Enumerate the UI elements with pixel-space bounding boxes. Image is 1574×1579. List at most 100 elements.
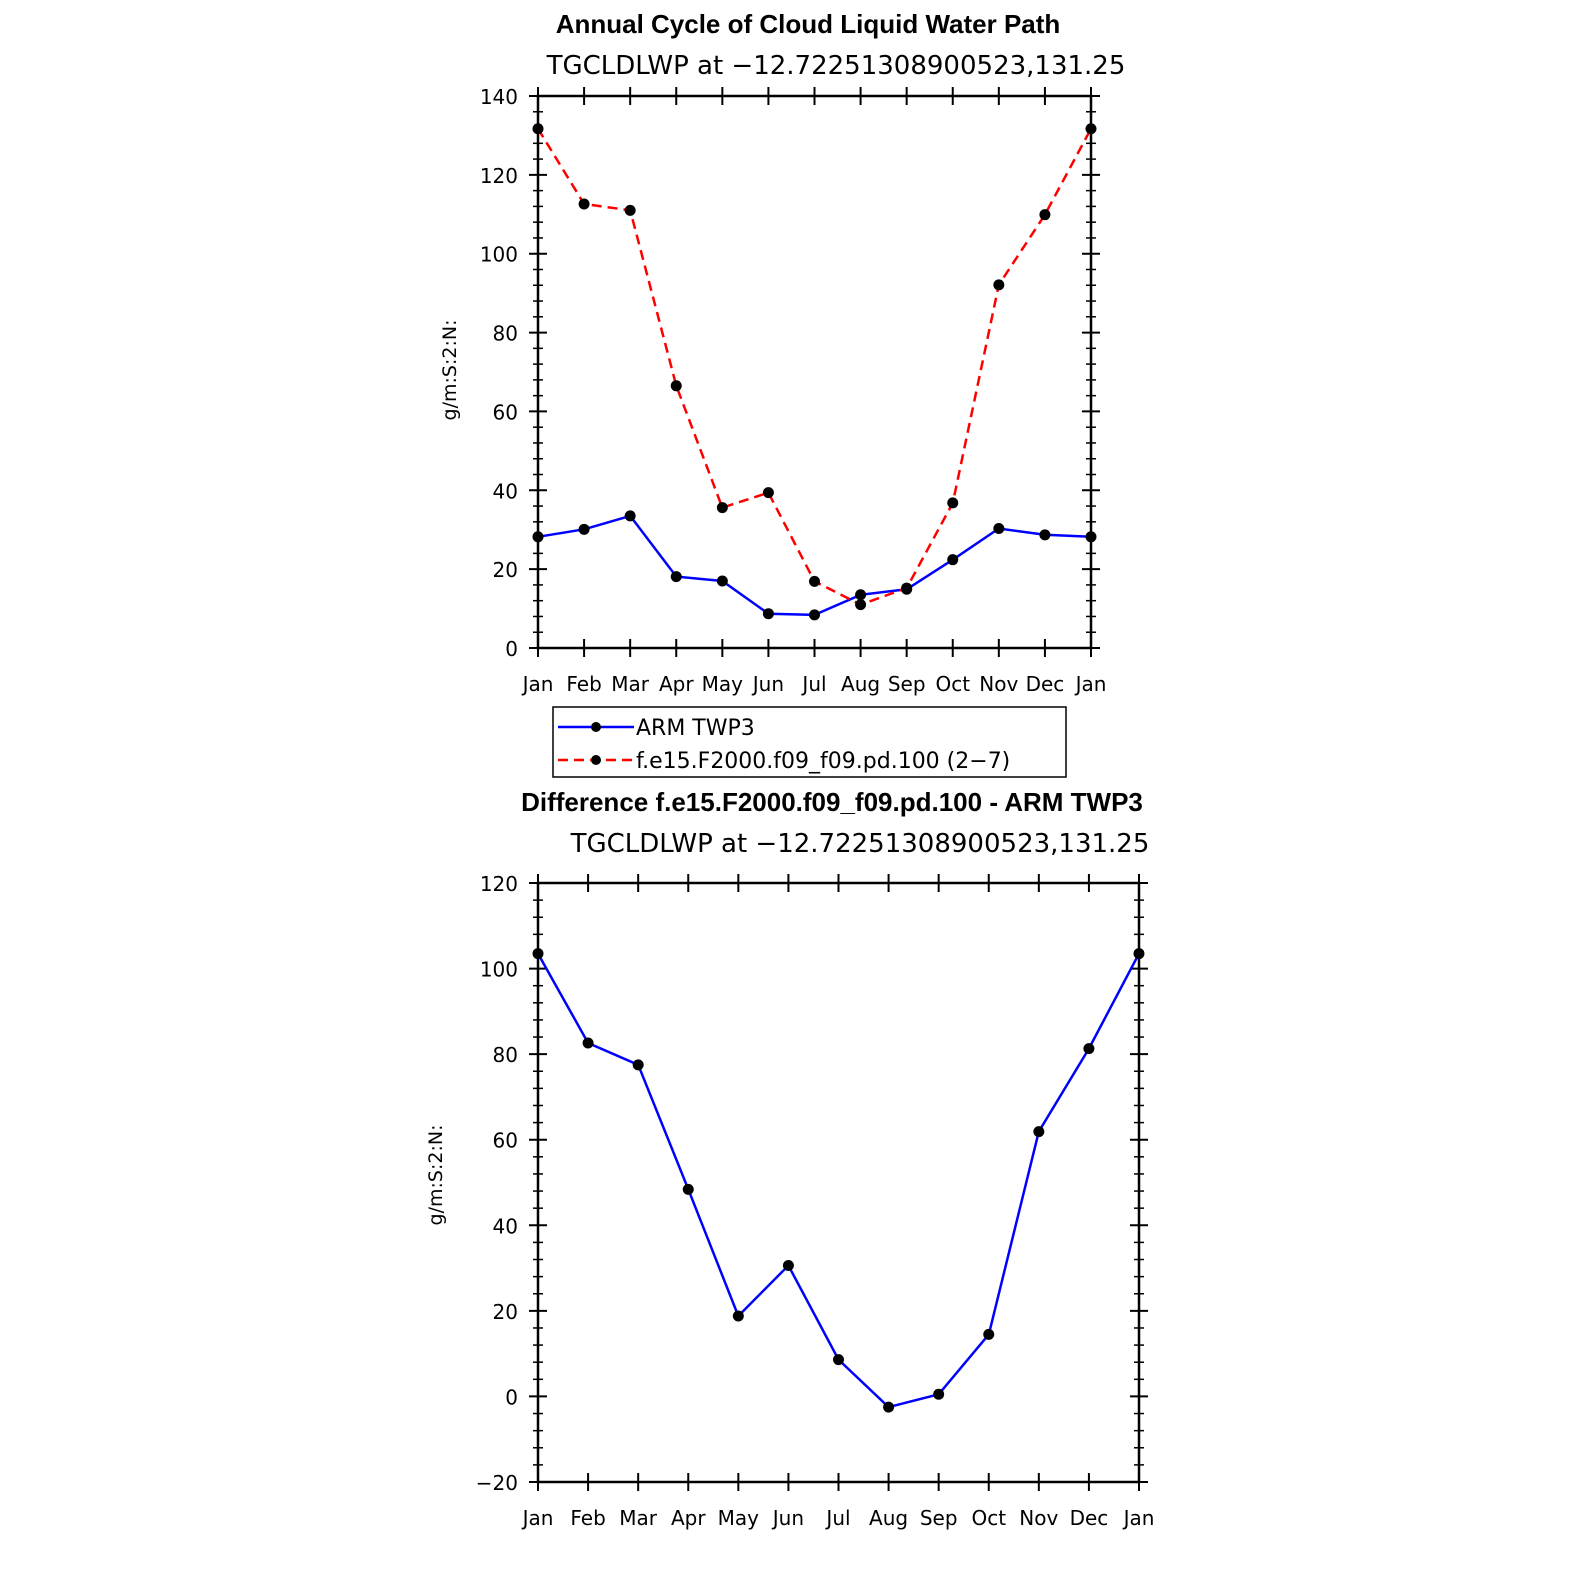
x-tick-label: May — [702, 672, 744, 696]
y-tick-label: 20 — [493, 1300, 518, 1324]
y-tick-label: 60 — [493, 1129, 518, 1153]
plot-area: 0 20 40 60 80 100 120 140 Jan Feb Mar Apr May Jun Jul A… — [480, 85, 1107, 696]
x-tick-label: Jan — [521, 672, 554, 696]
data-point-series-0 — [1039, 529, 1051, 541]
x-tick-label: Apr — [659, 672, 694, 696]
data-point-series-1 — [762, 487, 774, 499]
series-line-0 — [537, 514, 1092, 617]
data-point-series-0 — [532, 948, 544, 960]
data-point-series-1 — [993, 279, 1005, 291]
legend-marker-arm-twp3 — [591, 722, 601, 732]
data-point-series-1 — [855, 599, 867, 611]
x-tick-label: Mar — [619, 1506, 658, 1530]
data-point-series-1 — [670, 380, 682, 392]
x-tick-label: Oct — [935, 672, 970, 696]
y-tick-label: 120 — [480, 164, 518, 188]
data-point-series-0 — [1133, 948, 1145, 960]
data-point-series-1 — [578, 198, 590, 210]
x-tick-label: Jun — [751, 672, 784, 696]
legend-box — [552, 706, 1067, 778]
legend: ARM TWP3 f.e15.F2000.f09_f09.pd.100 (2−7… — [552, 706, 1067, 778]
chart-subtitle: TGCLDLWP at −12.72251308900523,131.25 — [546, 51, 1126, 81]
x-tick-label: Aug — [869, 1506, 908, 1530]
chart-title: Annual Cycle of Cloud Liquid Water Path — [556, 9, 1061, 39]
x-tick-label: Apr — [671, 1506, 706, 1530]
x-tick-label: Feb — [566, 672, 601, 696]
y-tick-label: 60 — [493, 400, 518, 424]
y-tick-label: 40 — [493, 1214, 518, 1238]
series-line-0 — [536, 952, 1141, 1409]
y-tick-label: 40 — [493, 479, 518, 503]
x-tick-label: Jan — [521, 1506, 554, 1530]
data-point-series-0 — [883, 1401, 895, 1413]
data-point-series-0 — [833, 1354, 844, 1366]
legend-label-model: f.e15.F2000.f09_f09.pd.100 (2−7) — [636, 749, 1010, 774]
x-tick-label: Sep — [888, 672, 926, 696]
x-tick-label: Jun — [771, 1506, 804, 1530]
data-point-series-1 — [624, 204, 636, 216]
data-point-series-1 — [532, 123, 544, 135]
data-point-series-1 — [901, 582, 913, 594]
legend-label-arm-twp3: ARM TWP3 — [636, 716, 755, 741]
y-tick-label: 140 — [480, 85, 518, 109]
x-tick-label: Feb — [570, 1506, 605, 1530]
data-point-series-0 — [947, 554, 959, 566]
x-tick-label: Jul — [800, 672, 826, 696]
data-point-series-0 — [1085, 531, 1097, 543]
y-axis-label: g/m:S:2:N: — [425, 1125, 447, 1226]
x-tick-label: Nov — [1019, 1506, 1058, 1530]
data-point-series-0 — [670, 571, 682, 583]
x-tick-label: Oct — [971, 1506, 1006, 1530]
y-tick-label: 0 — [505, 637, 518, 661]
data-point-series-0 — [716, 575, 728, 587]
data-point-series-0 — [855, 589, 867, 601]
plot-frame — [536, 881, 1141, 1484]
data-point-series-0 — [1033, 1126, 1045, 1138]
data-point-series-1 — [1085, 123, 1097, 135]
x-tick-label: May — [718, 1506, 760, 1530]
plot-frame — [536, 94, 1093, 650]
data-point-series-1 — [947, 497, 959, 509]
data-point-series-0 — [933, 1388, 945, 1400]
y-tick-label: 20 — [493, 558, 518, 582]
data-point-series-1 — [716, 502, 728, 514]
y-tick-label: 80 — [493, 322, 518, 346]
x-tick-label: Aug — [841, 672, 880, 696]
y-tick-label: 0 — [505, 1385, 518, 1409]
data-point-series-0 — [782, 1260, 794, 1272]
data-point-series-0 — [1083, 1043, 1095, 1055]
annual-cycle-chart: Annual Cycle of Cloud Liquid Water Path … — [439, 9, 1126, 778]
data-point-series-0 — [682, 1183, 694, 1195]
x-tick-label: Jan — [1074, 672, 1107, 696]
data-point-series-0 — [632, 1059, 644, 1071]
data-point-series-0 — [532, 531, 544, 543]
data-point-series-0 — [983, 1328, 995, 1340]
y-tick-label: 80 — [493, 1043, 518, 1067]
difference-chart: Difference f.e15.F2000.f09_f09.pd.100 - … — [425, 787, 1154, 1530]
x-tick-label: Dec — [1070, 1506, 1109, 1530]
y-tick-label: 100 — [480, 243, 518, 267]
data-point-series-0 — [993, 523, 1005, 535]
y-tick-label: −20 — [476, 1471, 518, 1495]
x-tick-label: Dec — [1026, 672, 1065, 696]
data-point-series-0 — [578, 523, 590, 535]
x-tick-label: Nov — [979, 672, 1018, 696]
x-tick-label: Jul — [824, 1506, 850, 1530]
x-tick-label: Jan — [1122, 1506, 1155, 1530]
data-point-series-0 — [732, 1310, 744, 1322]
plot-area: −20 0 20 40 60 80 100 120 Jan Feb Mar Apr May Jun Jul A… — [476, 872, 1155, 1530]
data-point-series-0 — [762, 608, 774, 620]
data-point-series-1 — [809, 575, 820, 587]
chart-subtitle: TGCLDLWP at −12.72251308900523,131.25 — [570, 829, 1150, 859]
data-point-series-1 — [1039, 209, 1051, 221]
data-point-series-0 — [582, 1037, 594, 1049]
y-tick-label: 120 — [480, 872, 518, 896]
data-point-series-0 — [624, 510, 636, 522]
series-line-1 — [536, 128, 1093, 606]
chart-title: Difference f.e15.F2000.f09_f09.pd.100 - … — [521, 787, 1143, 817]
legend-marker-model — [591, 755, 601, 765]
x-tick-label: Mar — [611, 672, 650, 696]
data-point-series-0 — [809, 609, 820, 621]
